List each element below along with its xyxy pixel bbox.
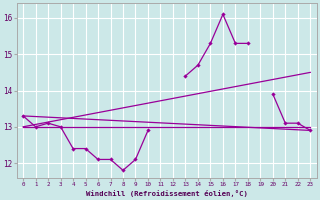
X-axis label: Windchill (Refroidissement éolien,°C): Windchill (Refroidissement éolien,°C) [86,190,248,197]
